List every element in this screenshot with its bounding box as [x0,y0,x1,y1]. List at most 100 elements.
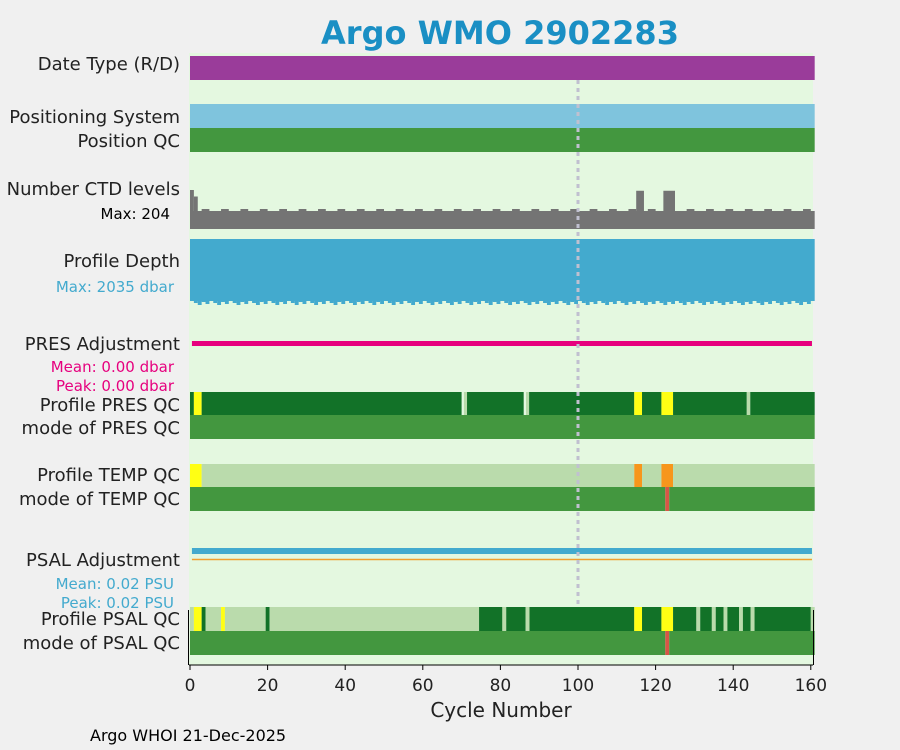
segment-profile_psal_qc-9 [502,607,507,631]
profile-depth-edge-112 [624,301,629,305]
profile-depth-edge-78 [492,301,497,302]
profile-depth-edge-88 [531,301,536,302]
profile-depth-edge-86 [523,301,528,303]
profile-depth-edge-84 [515,301,520,304]
profile-depth-edge-28 [298,301,303,302]
profile-depth-edge-151 [775,301,780,303]
profile-depth-edge-22 [275,301,280,305]
profile-depth-edge-102 [585,301,590,305]
profile-depth-edge-27 [294,301,299,305]
ctd-levels-bump-58 [415,209,423,211]
profile-depth-edge-69 [457,301,462,304]
profile-depth-edge-124 [671,301,675,304]
profile-depth-edge-153 [783,301,788,302]
segment-profile_psal_qc-23 [739,607,743,631]
profile-depth-edge-121 [659,301,664,303]
segment-profile_pres_qc-11 [746,392,751,415]
profile-depth-edge-146 [756,301,761,303]
profile-depth-edge-56 [407,301,412,303]
profile-depth-edge-19 [263,301,268,304]
profile-depth-edge-11 [232,301,237,303]
profile-depth-edge-131 [698,301,703,303]
ctd-max-label: Max: 204 [101,205,170,223]
profile-depth-edge-71 [465,301,470,303]
profile-depth-edge-113 [628,301,633,302]
x-tick-label-120: 120 [639,676,671,696]
x-axis-label: Cycle Number [430,698,572,722]
segment-profile_pres_qc-10 [673,392,747,415]
profile-depth-edge-67 [449,301,454,305]
profile-depth-edge-141 [737,301,741,303]
profile-depth-edge-58 [415,301,419,302]
segment-profile_temp_qc-2 [634,464,643,487]
ctd-levels-bump-113 [628,209,637,211]
profile-depth-edge-157 [799,301,804,305]
ctd-levels-baseline [190,211,815,229]
segment-profile_psal_qc-5 [224,607,266,631]
ctd-levels-spike-0 [190,190,194,229]
x-tick-label-140: 140 [717,676,749,696]
profile-depth-max-label: Max: 2035 dbar [56,278,175,296]
segment-profile_psal_qc-7 [269,607,480,631]
profile-depth-edge-32 [314,301,319,305]
segment-mode_psal_qc-0 [190,631,666,655]
profile-depth-edge-154 [787,301,792,304]
segment-positioning_system-0 [190,104,815,128]
x-tick-label-40: 40 [334,676,356,696]
profile-depth-edge-91 [543,301,547,303]
row-label-pres_adjustment: PRES Adjustment [25,334,180,355]
pres-mean-label: Mean: 0.00 dbar [51,358,175,376]
ctd-levels-bump-48 [376,209,384,211]
row-label-profile_depth: Profile Depth [63,251,180,272]
segment-position_qc-0 [190,128,815,152]
profile-depth-edge-108 [609,301,613,302]
segment-profile_psal_qc-4 [221,607,225,631]
profile-depth-edge-126 [678,301,683,303]
profile-depth-edge-43 [356,301,361,302]
footer-text: Argo WHOI 21-Dec-2025 [90,726,286,745]
segment-profile_pres_qc-8 [642,392,662,415]
profile-depth-edge-123 [667,301,672,302]
profile-depth-edge-82 [508,301,513,305]
profile-depth-edge-132 [702,301,707,305]
segment-profile_psal_qc-3 [205,607,222,631]
profile-depth-edge-61 [426,301,431,303]
profile-depth-fill [190,239,815,301]
profile-depth-edge-149 [768,301,772,304]
ctd-levels-bump-153 [783,209,792,211]
segment-profile_psal_qc-12 [529,607,635,631]
ctd-levels-bump-38 [337,209,346,211]
ctd-levels-bump-93 [550,209,559,211]
segment-profile_temp_qc-3 [642,464,662,487]
segment-mode_pres_qc-0 [190,415,815,439]
ctd-levels-bump-13 [240,209,249,211]
ctd-levels-bump-53 [395,209,404,211]
profile-depth-edge-94 [554,301,559,304]
segment-profile_pres_qc-3 [463,392,468,415]
segment-profile_psal_qc-6 [265,607,270,631]
ctd-levels-bump-158 [803,209,811,211]
profile-depth-edge-128 [686,301,691,302]
profile-depth-edge-23 [279,301,284,302]
profile-depth-edge-62 [430,301,435,305]
ctd-levels-bump-138 [725,209,734,211]
segment-mode_psal_qc-1 [665,631,670,655]
x-tick-label-100: 100 [562,676,594,696]
profile-depth-edge-36 [329,301,334,303]
profile-depth-edge-142 [740,301,745,305]
profile-depth-edge-14 [244,301,249,304]
segment-profile_temp_qc-0 [190,464,202,487]
profile-depth-edge-111 [620,301,625,303]
segment-profile_psal_qc-10 [506,607,526,631]
ctd-levels-bump-83 [512,209,520,211]
ctd-levels-bump-18 [259,209,268,211]
profile-depth-edge-13 [240,301,245,302]
x-tick-label-60: 60 [412,676,434,696]
ctd-levels-bump-23 [279,209,287,211]
profile-depth-edge-29 [302,301,307,304]
segment-profile_pres_qc-2 [201,392,462,415]
profile-depth-edge-12 [236,301,241,305]
x-axis-ticks: 0 20 40 60 80 100 120 140 160 [185,665,827,696]
profile-depth-edge-127 [682,301,687,305]
profile-depth-edge-63 [434,301,439,302]
